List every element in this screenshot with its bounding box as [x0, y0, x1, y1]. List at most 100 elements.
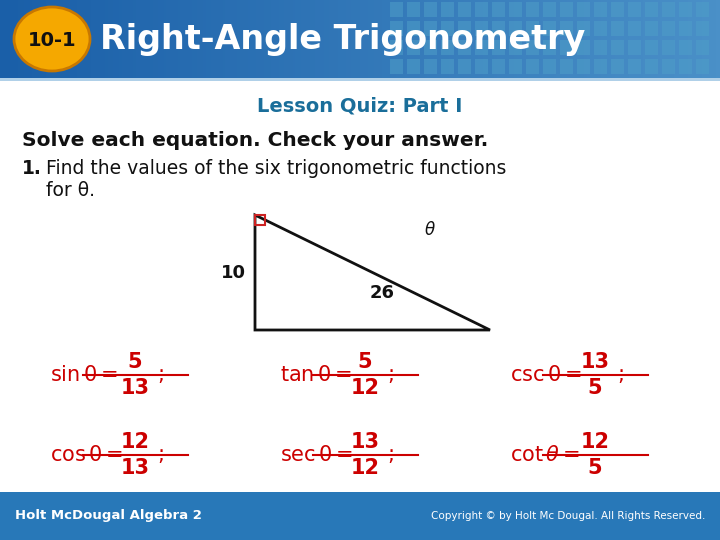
Bar: [390, 40, 403, 55]
Bar: [424, 21, 437, 36]
Bar: [696, 21, 709, 36]
Bar: [577, 21, 590, 36]
Bar: [390, 59, 403, 74]
Text: 12: 12: [120, 431, 150, 451]
Bar: [679, 21, 692, 36]
Text: 10: 10: [220, 264, 246, 281]
Text: for θ.: for θ.: [46, 180, 95, 199]
Bar: [424, 40, 437, 55]
Bar: [543, 59, 556, 74]
Bar: [696, 40, 709, 55]
Ellipse shape: [14, 7, 90, 71]
Bar: [645, 40, 658, 55]
Text: ;: ;: [387, 445, 394, 465]
Bar: [475, 21, 488, 36]
Bar: [407, 59, 420, 74]
Text: 5: 5: [588, 379, 603, 399]
Bar: [458, 59, 471, 74]
Bar: [594, 59, 607, 74]
Bar: [577, 59, 590, 74]
Bar: [458, 40, 471, 55]
Bar: [594, 21, 607, 36]
Bar: [441, 2, 454, 17]
Text: 5: 5: [588, 458, 603, 478]
Bar: [628, 21, 641, 36]
Bar: [628, 2, 641, 17]
Bar: [543, 40, 556, 55]
Text: Lesson Quiz: Part I: Lesson Quiz: Part I: [257, 97, 463, 116]
Text: θ: θ: [425, 221, 435, 239]
Bar: [696, 2, 709, 17]
Text: $\cot\theta=$: $\cot\theta=$: [510, 445, 580, 465]
Bar: [475, 40, 488, 55]
Bar: [679, 59, 692, 74]
Text: Find the values of the six trigonometric functions: Find the values of the six trigonometric…: [46, 159, 506, 178]
Bar: [458, 21, 471, 36]
Bar: [509, 2, 522, 17]
Text: 26: 26: [370, 284, 395, 301]
Text: 5: 5: [358, 352, 372, 372]
Bar: [577, 40, 590, 55]
Bar: [390, 21, 403, 36]
Text: ;: ;: [387, 365, 394, 385]
Bar: [0, 78, 720, 81]
Text: ;: ;: [157, 365, 164, 385]
Text: 1.: 1.: [22, 159, 42, 178]
Bar: [509, 21, 522, 36]
Bar: [492, 21, 505, 36]
Bar: [594, 40, 607, 55]
Bar: [407, 21, 420, 36]
Bar: [594, 2, 607, 17]
Bar: [526, 59, 539, 74]
Text: $\cos 0=$: $\cos 0=$: [50, 445, 123, 465]
Bar: [424, 2, 437, 17]
Bar: [458, 2, 471, 17]
Text: 13: 13: [580, 352, 610, 372]
Bar: [662, 2, 675, 17]
Bar: [662, 40, 675, 55]
Bar: [679, 40, 692, 55]
Text: $\sec 0=$: $\sec 0=$: [280, 445, 354, 465]
Text: Copyright © by Holt Mc Dougal. All Rights Reserved.: Copyright © by Holt Mc Dougal. All Right…: [431, 511, 705, 521]
Text: 12: 12: [351, 379, 379, 399]
Bar: [679, 2, 692, 17]
Bar: [611, 59, 624, 74]
Text: 13: 13: [120, 458, 150, 478]
Bar: [509, 59, 522, 74]
Bar: [577, 2, 590, 17]
Bar: [424, 59, 437, 74]
Text: Solve each equation. Check your answer.: Solve each equation. Check your answer.: [22, 131, 488, 150]
Bar: [645, 59, 658, 74]
Bar: [492, 40, 505, 55]
Text: 13: 13: [120, 379, 150, 399]
Bar: [662, 59, 675, 74]
Text: $\tan 0=$: $\tan 0=$: [280, 365, 352, 385]
Text: 12: 12: [351, 458, 379, 478]
Bar: [492, 59, 505, 74]
Bar: [407, 2, 420, 17]
Bar: [645, 21, 658, 36]
Bar: [560, 59, 573, 74]
Bar: [492, 2, 505, 17]
Bar: [543, 21, 556, 36]
Bar: [645, 2, 658, 17]
Bar: [628, 59, 641, 74]
Bar: [543, 2, 556, 17]
Bar: [526, 2, 539, 17]
Bar: [0, 492, 720, 540]
Text: $\sin 0=$: $\sin 0=$: [50, 365, 118, 385]
Bar: [390, 2, 403, 17]
Bar: [475, 2, 488, 17]
Bar: [560, 40, 573, 55]
Text: ;: ;: [157, 445, 164, 465]
Bar: [441, 40, 454, 55]
Bar: [560, 21, 573, 36]
Bar: [696, 59, 709, 74]
Text: 12: 12: [580, 431, 610, 451]
Bar: [526, 21, 539, 36]
Bar: [441, 59, 454, 74]
Bar: [526, 40, 539, 55]
Bar: [441, 21, 454, 36]
Text: Right-Angle Trigonometry: Right-Angle Trigonometry: [100, 24, 585, 57]
Bar: [611, 40, 624, 55]
